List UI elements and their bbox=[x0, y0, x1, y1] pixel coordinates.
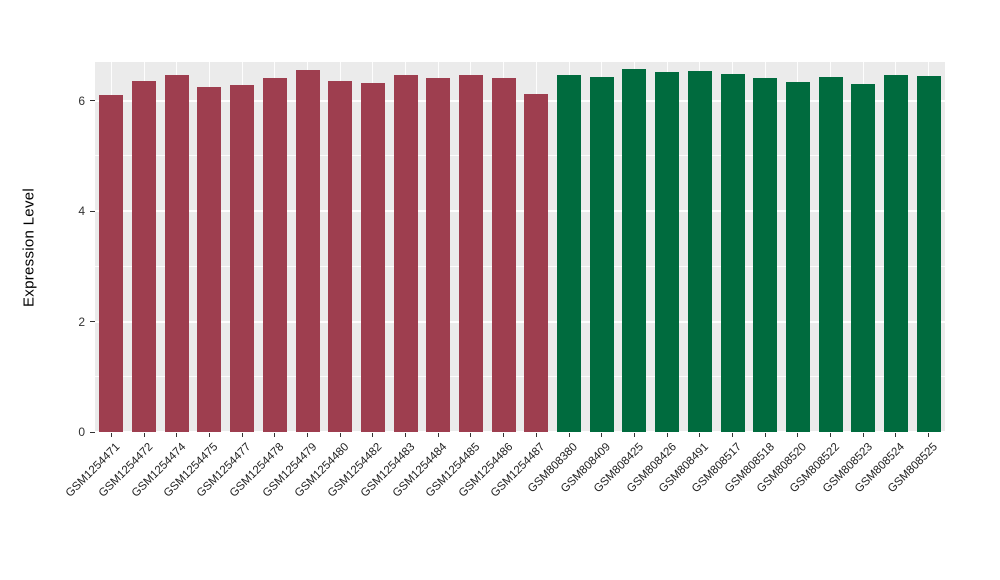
bar bbox=[197, 87, 222, 432]
bar bbox=[328, 80, 353, 432]
y-tick-label: 0 bbox=[78, 425, 85, 439]
x-tick-mark bbox=[830, 432, 832, 437]
x-tick-mark bbox=[601, 432, 603, 437]
bar bbox=[230, 84, 255, 432]
bar bbox=[295, 69, 320, 432]
bar bbox=[753, 78, 778, 432]
x-tick-mark bbox=[699, 432, 701, 437]
bar bbox=[785, 82, 810, 432]
x-tick-mark bbox=[895, 432, 897, 437]
x-tick-mark bbox=[274, 432, 276, 437]
y-tick-mark bbox=[90, 321, 95, 323]
minor-gridline bbox=[95, 155, 945, 157]
x-tick-mark bbox=[633, 432, 635, 437]
y-tick-label: 6 bbox=[78, 93, 85, 108]
y-tick-mark bbox=[90, 100, 95, 102]
bar bbox=[524, 94, 549, 432]
x-tick-mark bbox=[143, 432, 145, 437]
x-tick-mark bbox=[307, 432, 308, 437]
bar bbox=[916, 75, 941, 432]
plot-panel bbox=[95, 62, 945, 433]
bar bbox=[557, 75, 582, 432]
bar bbox=[883, 74, 908, 432]
bar bbox=[655, 71, 680, 432]
x-tick-mark bbox=[208, 432, 210, 437]
bar bbox=[426, 78, 451, 432]
bar bbox=[360, 83, 385, 432]
x-tick-mark bbox=[176, 432, 178, 437]
y-tick-label: 4 bbox=[78, 204, 85, 219]
minor-gridline bbox=[95, 376, 945, 378]
major-gridline bbox=[95, 210, 945, 213]
x-tick-mark bbox=[405, 432, 407, 437]
bar bbox=[458, 75, 483, 432]
major-gridline bbox=[95, 431, 945, 433]
x-tick-mark bbox=[437, 432, 439, 437]
bar bbox=[164, 75, 189, 432]
major-gridline bbox=[95, 320, 945, 323]
bar bbox=[687, 71, 712, 432]
major-gridline bbox=[95, 99, 945, 102]
x-tick-mark bbox=[764, 432, 766, 437]
bar bbox=[589, 76, 614, 432]
minor-gridline bbox=[95, 265, 945, 267]
x-tick-mark bbox=[339, 432, 341, 437]
x-tick-mark bbox=[241, 432, 243, 437]
x-tick-mark bbox=[470, 432, 472, 437]
y-tick-mark bbox=[90, 431, 95, 433]
x-tick-mark bbox=[797, 432, 799, 437]
bar bbox=[491, 78, 516, 432]
x-tick-mark bbox=[372, 432, 374, 437]
y-tick-mark bbox=[90, 210, 95, 212]
bar bbox=[132, 80, 157, 432]
bar bbox=[99, 95, 124, 432]
x-tick-mark bbox=[862, 432, 864, 437]
bar bbox=[851, 84, 876, 432]
bar bbox=[818, 77, 843, 432]
bar bbox=[262, 78, 287, 432]
x-tick-mark bbox=[666, 432, 668, 437]
x-tick-mark bbox=[535, 432, 537, 437]
bar bbox=[622, 69, 647, 432]
x-tick-mark bbox=[732, 432, 733, 437]
y-tick-label: 2 bbox=[78, 314, 85, 329]
x-tick-mark bbox=[568, 432, 570, 437]
x-tick-mark bbox=[110, 432, 112, 437]
x-tick-mark bbox=[928, 432, 930, 437]
y-axis-title: Expression Level bbox=[20, 187, 38, 307]
bar bbox=[393, 74, 418, 432]
bar bbox=[720, 74, 745, 432]
x-tick-mark bbox=[503, 432, 505, 437]
